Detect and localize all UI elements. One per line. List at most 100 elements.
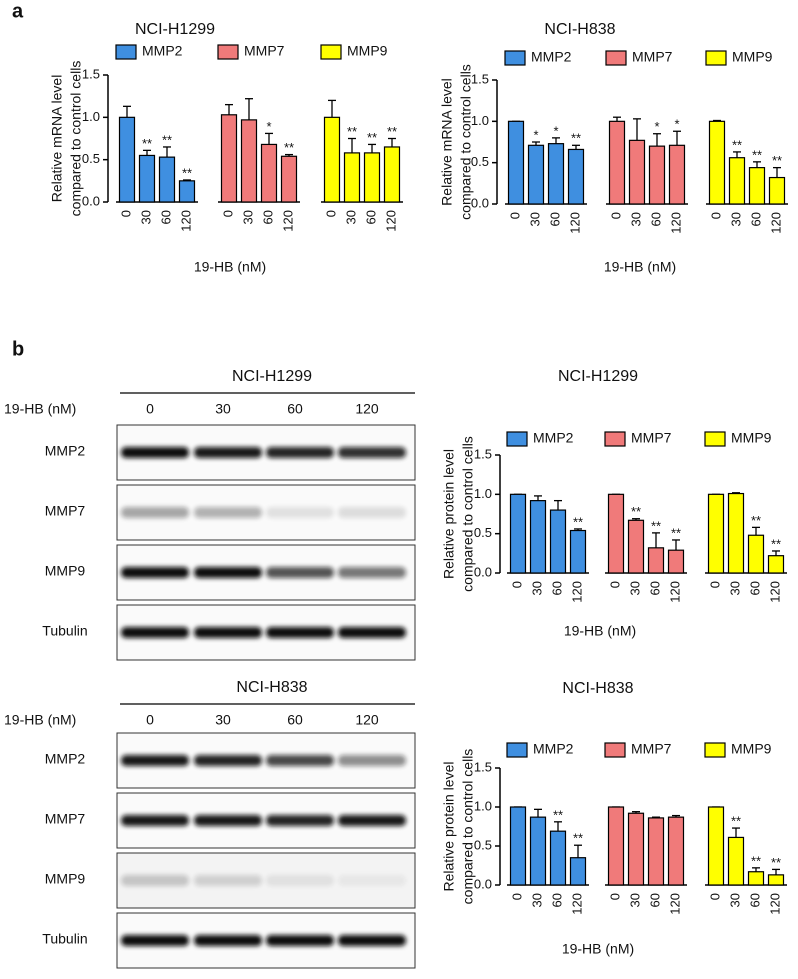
blot-band: [194, 507, 262, 518]
x-tick-label: 0: [707, 893, 722, 900]
x-tick-label: 0: [708, 212, 723, 219]
y-tick-label: 0.5: [471, 154, 489, 169]
y-tick-label: 1.5: [474, 759, 492, 774]
blot-band: [338, 447, 406, 458]
significance-label: **: [367, 130, 377, 145]
blot-band: [121, 507, 189, 518]
bar: [138, 154, 156, 203]
x-tick-label: 60: [748, 212, 763, 226]
blot-title: NCI-H1299: [232, 368, 312, 385]
y-tick-label: 1.0: [471, 113, 489, 128]
bar: [527, 144, 545, 205]
x-axis-label: 19-HB (nM): [562, 941, 634, 957]
x-tick-label: 30: [727, 581, 742, 595]
bar: [668, 144, 686, 205]
bar: [507, 120, 525, 205]
x-tick-label: 120: [280, 210, 295, 232]
significance-label: *: [533, 127, 538, 142]
x-tick-label: 60: [549, 581, 564, 595]
y-axis-label: compared to control cells: [460, 749, 476, 905]
blot-band: [266, 935, 334, 946]
x-tick-label: 120: [767, 893, 782, 915]
blot-band: [338, 815, 406, 826]
significance-label: **: [284, 140, 294, 155]
legend-label: MMP9: [731, 430, 772, 446]
significance-label: **: [571, 131, 581, 146]
x-axis-label: 19-HB (nM): [194, 259, 266, 275]
significance-label: **: [751, 513, 761, 528]
blot-band: [338, 627, 406, 638]
bar: [158, 156, 176, 203]
blot-band: [194, 627, 262, 638]
legend-swatch: [604, 742, 626, 758]
blot-band: [266, 627, 334, 638]
bar: [529, 816, 547, 886]
blot-band: [338, 935, 406, 946]
x-tick-label: 60: [363, 210, 378, 224]
blot-band: [266, 875, 334, 886]
x-tick-label: 30: [529, 581, 544, 595]
bar: [708, 120, 726, 205]
significance-label: **: [752, 147, 762, 162]
significance-label: *: [654, 119, 659, 134]
x-tick-label: 120: [569, 893, 584, 915]
x-tick-label: 60: [648, 212, 663, 226]
x-tick-label: 30: [527, 212, 542, 226]
x-tick-label: 120: [668, 212, 683, 234]
bar: [647, 817, 665, 886]
bar: [178, 180, 196, 203]
blot-band: [338, 567, 406, 578]
x-tick-label: 60: [547, 212, 562, 226]
bar: [707, 493, 725, 574]
legend-label: MMP2: [531, 49, 572, 65]
y-axis-label: Relative mRNA level: [439, 78, 455, 206]
legend-label: MMP2: [142, 43, 183, 59]
bar: [747, 871, 765, 886]
bar: [509, 806, 527, 886]
dose: 30: [215, 401, 231, 417]
blot-band: [266, 815, 334, 826]
y-axis-label: compared to control cells: [458, 64, 474, 220]
legend-swatch: [506, 742, 528, 758]
y-tick-label: 0.0: [474, 564, 492, 579]
significance-label: *: [674, 117, 679, 132]
x-tick-label: 120: [768, 212, 783, 234]
legend-swatch: [217, 44, 239, 60]
x-tick-label: 30: [627, 581, 642, 595]
blot-band: [121, 875, 189, 886]
bar: [549, 830, 567, 886]
x-tick-label: 60: [549, 893, 564, 907]
significance-label: **: [772, 153, 782, 168]
x-tick-label: 120: [567, 212, 582, 234]
bar: [747, 534, 765, 574]
x-tick-label: 60: [647, 893, 662, 907]
blot-row-label: Tubulin: [42, 931, 87, 947]
bar: [280, 155, 298, 203]
bar: [768, 176, 786, 205]
x-tick-label: 120: [767, 581, 782, 603]
bar: [648, 145, 666, 205]
x-tick-label: 0: [607, 893, 622, 900]
panel-label: b: [12, 338, 24, 360]
blot-band: [121, 815, 189, 826]
blot-band: [121, 935, 189, 946]
bar: [569, 857, 587, 886]
chart-title: NCI-H838: [562, 680, 633, 697]
significance-label: *: [553, 123, 558, 138]
x-tick-label: 60: [158, 210, 173, 224]
x-tick-label: 120: [667, 581, 682, 603]
bar: [260, 143, 278, 203]
blot-row-label: MMP9: [45, 871, 86, 887]
x-tick-label: 120: [569, 581, 584, 603]
blot-row-label: MMP7: [45, 503, 86, 519]
significance-label: **: [573, 831, 583, 846]
significance-label: **: [751, 853, 761, 868]
x-tick-label: 60: [647, 581, 662, 595]
blot-band: [338, 507, 406, 518]
x-tick-label: 120: [178, 210, 193, 232]
bar: [240, 119, 258, 203]
y-axis-label: compared to control cells: [68, 61, 84, 217]
blot-band: [121, 567, 189, 578]
x-tick-label: 60: [747, 893, 762, 907]
